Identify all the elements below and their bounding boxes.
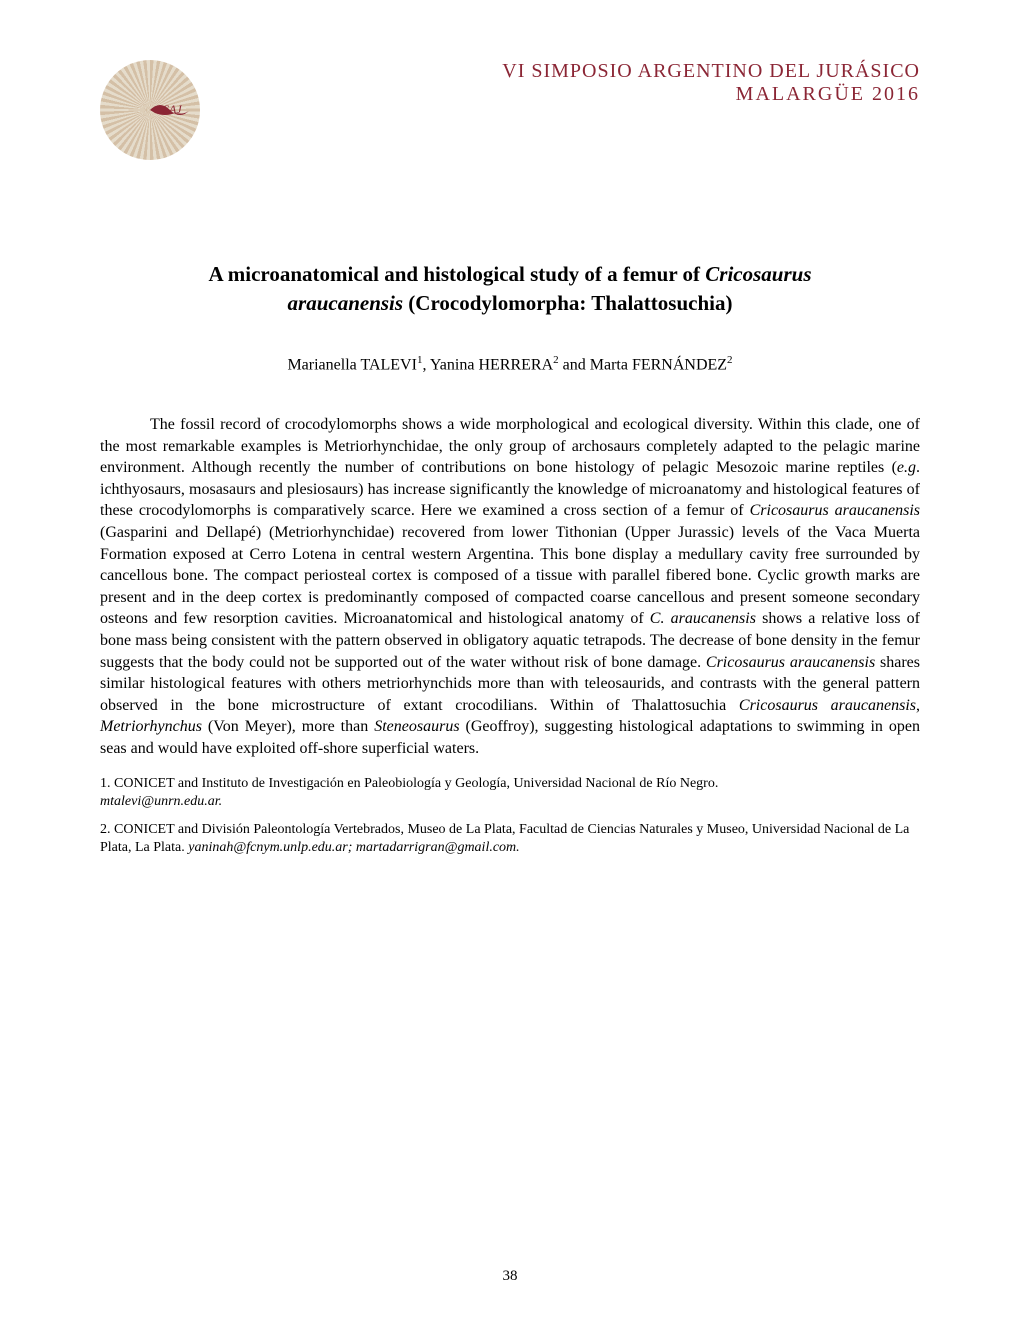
conference-title: VI SIMPOSIO ARGENTINO DEL JURÁSICO MALAR… (502, 60, 920, 106)
svg-text:SAJ: SAJ (163, 102, 182, 116)
abstract-species-1: Cricosaurus araucanensis (750, 502, 920, 519)
separator-2: and (559, 356, 590, 373)
page-header: SAJ VI SIMPOSIO ARGENTINO DEL JURÁSICO M… (100, 60, 920, 180)
author-list: Marianella TALEVI1, Yanina HERRERA2 and … (100, 354, 920, 374)
conference-name: VI SIMPOSIO ARGENTINO DEL JURÁSICO (502, 60, 920, 83)
ribbon-icon: SAJ (145, 95, 195, 125)
affiliation-1-text: 1. CONICET and Instituto de Investigació… (100, 776, 718, 791)
author-3-last: FERNÁNDEZ (632, 356, 727, 373)
title-text-suffix: (Crocodylomorpha: Thalattosuchia) (403, 291, 732, 315)
abstract-species-4: Cricosaurus araucanensis (739, 697, 916, 714)
title-species-epithet: araucanensis (288, 291, 404, 315)
author-1-first: Marianella (287, 356, 360, 373)
conference-logo: SAJ (100, 60, 220, 180)
abstract-species-2: C. araucanensis (650, 610, 756, 627)
affiliation-2-email: yaninah@fcnym.unlp.edu.ar; martadarrigra… (188, 840, 519, 855)
abstract-species-3: Cricosaurus araucanensis (706, 654, 875, 671)
conference-location-year: MALARGÜE 2016 (502, 83, 920, 106)
author-2-last: HERRERA (478, 356, 553, 373)
affiliation-2: 2. CONICET and División Paleontología Ve… (100, 821, 920, 857)
abstract-text: The fossil record of crocodylomorphs sho… (100, 414, 920, 760)
title-species-genus: Cricosaurus (705, 262, 811, 286)
abstract-eg: e.g (897, 459, 916, 476)
affiliation-1: 1. CONICET and Instituto de Investigació… (100, 775, 920, 811)
author-3-first: Marta (590, 356, 632, 373)
abstract-species-6: Steneosaurus (374, 718, 459, 735)
paper-title: A microanatomical and histological study… (100, 260, 920, 319)
author-2-first: Yanina (430, 356, 479, 373)
separator-1: , (422, 356, 429, 373)
affiliation-1-email: mtalevi@unrn.edu.ar. (100, 794, 222, 809)
abstract-part-a: The fossil record of crocodylomorphs sho… (100, 416, 920, 476)
abstract-part-f: , (916, 697, 920, 714)
abstract-species-5: Metriorhynchus (100, 718, 202, 735)
page-number: 38 (503, 1268, 518, 1285)
title-text-prefix: A microanatomical and histological study… (208, 262, 705, 286)
author-3-affil: 2 (727, 354, 733, 366)
author-1-last: TALEVI (360, 356, 416, 373)
abstract-part-g: (Von Meyer), more than (202, 718, 374, 735)
